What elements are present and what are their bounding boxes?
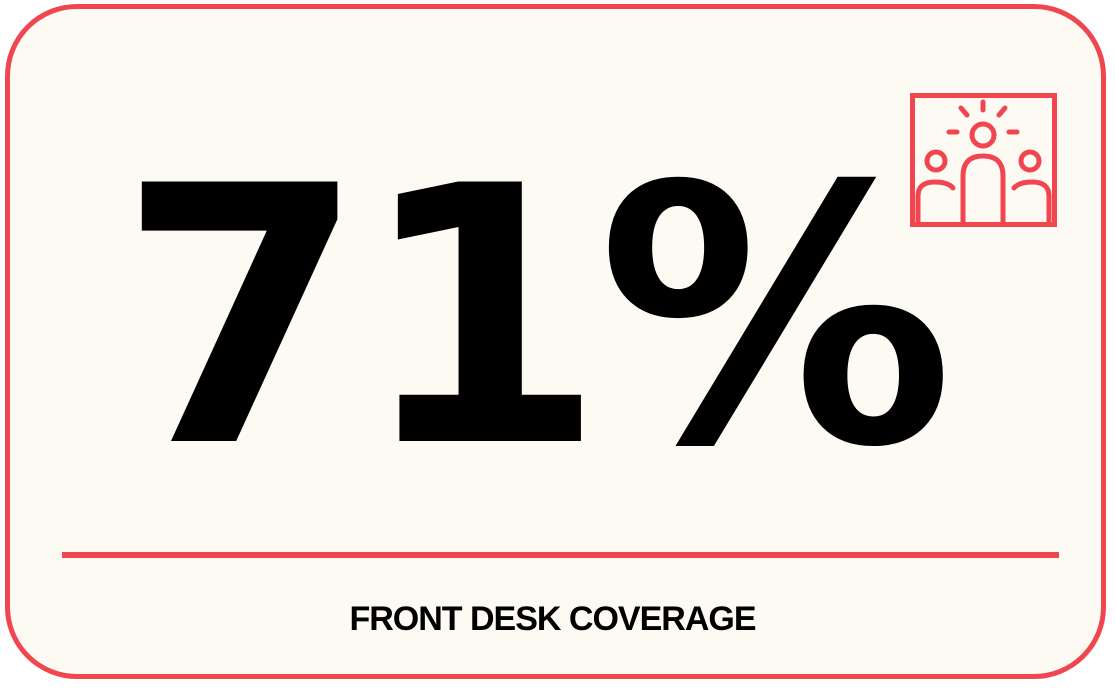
stat-value: 71%: [118, 111, 954, 525]
stat-label: FRONT DESK COVERAGE: [349, 600, 756, 638]
divider: [62, 552, 1059, 558]
team-spotlight-icon: [910, 93, 1057, 227]
